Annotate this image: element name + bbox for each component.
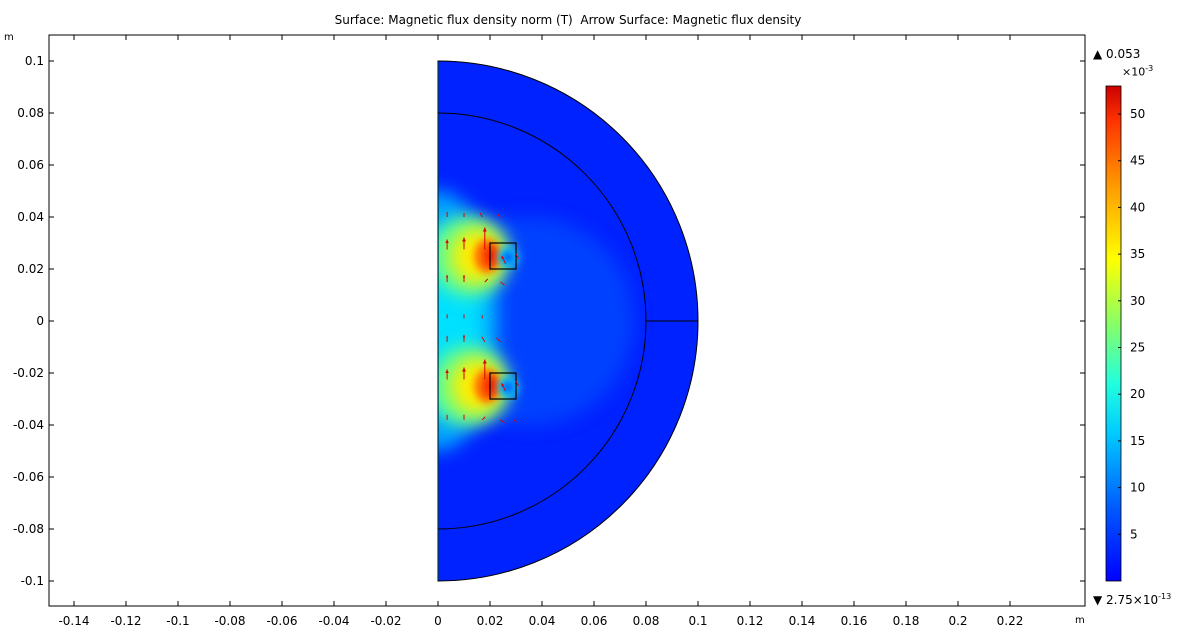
y-tick-label: 0.02 [17, 262, 44, 276]
y-axis-unit: m [4, 32, 14, 43]
colorbar-multiplier: ×10-3 [1122, 64, 1154, 79]
inner-boundary [437, 112, 647, 530]
x-tick-label: 0.1 [688, 614, 707, 628]
colorbar-gradient [1105, 85, 1122, 582]
field-arrow [513, 419, 517, 423]
chart-title: Surface: Magnetic flux density norm (T) … [334, 13, 802, 27]
colorbar-tick-label: 40 [1130, 200, 1145, 214]
colorbar-tick-label: 30 [1130, 294, 1145, 308]
outer-boundary [437, 60, 699, 582]
field-coil-red [486, 247, 497, 265]
x-tick-label: 0.22 [997, 614, 1024, 628]
field-arrow-head [462, 367, 466, 372]
field-surface [438, 61, 698, 581]
x-tick-label: -0.12 [110, 614, 141, 628]
x-tick-label: 0.18 [893, 614, 920, 628]
colorbar: 50 45 40 35 30 25 20 15 10 5 [1105, 85, 1145, 582]
x-tick-label: 0.2 [948, 614, 967, 628]
y-tick-label: -0.1 [21, 574, 44, 588]
field-arrow [500, 281, 505, 286]
coil-boundary [489, 242, 517, 270]
field-arrow [496, 337, 501, 343]
x-tick-label: 0.02 [477, 614, 504, 628]
field-arrow [500, 419, 505, 424]
x-tick-label: -0.02 [370, 614, 401, 628]
y-tick-label: 0.06 [17, 158, 44, 172]
x-tick-label: -0.14 [58, 614, 89, 628]
y-tick-label: 0.08 [17, 106, 44, 120]
y-tick-label: -0.08 [13, 522, 44, 536]
x-tick-label: 0.16 [841, 614, 868, 628]
field-arrow [481, 336, 486, 343]
field-arrow [481, 416, 486, 421]
field-arrow-head [462, 275, 466, 278]
coil-boundary [489, 372, 517, 400]
colorbar-tick-label: 50 [1130, 107, 1145, 121]
x-tick-label: 0.04 [529, 614, 556, 628]
y-tick-label: 0.1 [25, 54, 44, 68]
y-tick-label: 0.04 [17, 210, 44, 224]
field-arrow [497, 213, 501, 218]
colorbar-tick-label: 45 [1130, 154, 1145, 168]
field-arrow-head [501, 383, 505, 387]
x-tick-label: 0.12 [737, 614, 764, 628]
x-tick-label: 0.08 [633, 614, 660, 628]
field-coil-center [503, 382, 514, 393]
x-tick-label: -0.08 [214, 614, 245, 628]
y-tick-label: -0.02 [13, 366, 44, 380]
field-arrow-head [445, 275, 449, 278]
field-arrow-head [462, 237, 466, 242]
colorbar-tick-label: 15 [1130, 434, 1145, 448]
field-arrow [515, 380, 520, 387]
colorbar-min-label: ▼ 2.75×10-13 [1093, 592, 1172, 607]
field-arrow [484, 278, 489, 283]
colorbar-tick-label: 5 [1130, 527, 1138, 541]
field-coil-center [503, 252, 514, 263]
axis-ticks: -0.14 -0.12 -0.1 -0.08 -0.06 -0.04 -0.02 0 0.02 0… [13, 35, 1085, 628]
x-tick-label: -0.1 [166, 614, 189, 628]
field-arrow-head [482, 359, 487, 364]
x-tick-label: -0.04 [318, 614, 349, 628]
x-axis-unit: m [1075, 615, 1085, 626]
field-arrow [515, 253, 520, 259]
x-tick-label: 0.14 [789, 614, 816, 628]
colorbar-tick-label: 10 [1130, 481, 1145, 495]
colorbar-tick-label: 35 [1130, 247, 1145, 261]
y-tick-label: -0.06 [13, 470, 44, 484]
field-arrow-head [445, 369, 449, 373]
colorbar-max-label: ▲ 0.053 [1093, 47, 1141, 61]
field-arrow [479, 212, 483, 218]
x-tick-label: 0 [434, 614, 442, 628]
x-tick-label: 0.06 [581, 614, 608, 628]
field-arrows [445, 212, 520, 424]
y-tick-label: 0 [36, 314, 44, 328]
colorbar-tick-label: 25 [1130, 341, 1145, 355]
field-arrow-head [462, 334, 466, 338]
field-coil-red [486, 377, 497, 395]
field-arrow-head [501, 255, 505, 260]
y-tick-label: -0.04 [13, 418, 44, 432]
x-tick-label: -0.06 [266, 614, 297, 628]
field-arrow-head [482, 227, 487, 232]
geometry-boundaries [437, 60, 699, 582]
colorbar-tick-label: 20 [1130, 387, 1145, 401]
field-arrow-head [445, 239, 449, 243]
